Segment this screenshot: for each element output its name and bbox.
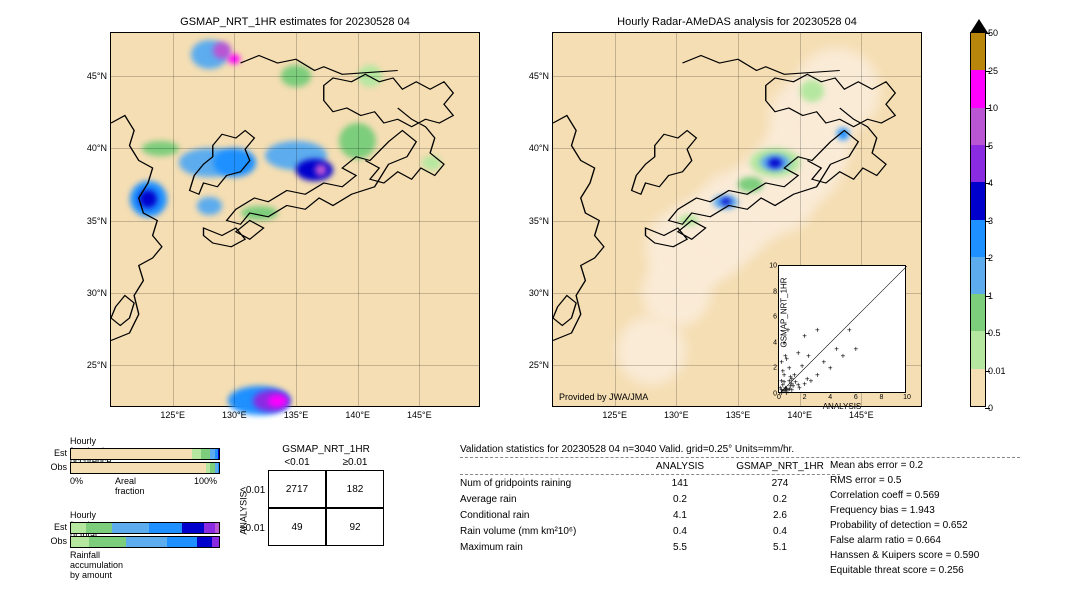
stats-score: False alarm ratio = 0.664 xyxy=(830,535,979,550)
scatter-point: + xyxy=(841,351,846,360)
hbar-bottom-label: Rainfall accumulation by amount xyxy=(70,550,123,580)
x-tick-label: 140°E xyxy=(787,410,812,420)
stats-score: Frequency bias = 1.943 xyxy=(830,505,979,520)
x-tick-label: 135°E xyxy=(284,410,309,420)
hbar-row xyxy=(70,448,220,460)
scatter-point: + xyxy=(784,355,789,364)
hbar-row-label: Est xyxy=(54,522,67,532)
scatter-point: + xyxy=(786,386,791,395)
hbar-row-label: Obs xyxy=(50,536,67,546)
scatter-point: + xyxy=(815,326,820,335)
colorbar-label: 3 xyxy=(988,216,993,226)
scatter-point: + xyxy=(853,345,858,354)
colorbar-segment xyxy=(971,294,985,331)
y-tick-label: 30°N xyxy=(87,288,107,298)
stats-score: Hanssen & Kuipers score = 0.590 xyxy=(830,550,979,565)
scatter-point: + xyxy=(802,332,807,341)
colorbar-segment xyxy=(971,331,985,368)
stats-score: Probability of detection = 0.652 xyxy=(830,520,979,535)
ct-cell: 2717 xyxy=(268,470,326,508)
ct-cell: 92 xyxy=(326,508,384,546)
scatter-point: + xyxy=(805,374,810,383)
x-tick-label: 140°E xyxy=(345,410,370,420)
colorbar-label: 50 xyxy=(988,28,998,38)
colorbar-segment xyxy=(971,70,985,107)
colorbar-label: 0 xyxy=(988,403,993,413)
ct-cell: 49 xyxy=(268,508,326,546)
scatter-point: + xyxy=(847,326,852,335)
ct-col-label: ≥0.01 xyxy=(326,457,384,468)
y-tick-label: 35°N xyxy=(529,216,549,226)
scatter-point: + xyxy=(821,358,826,367)
scatter-point: + xyxy=(828,364,833,373)
colorbar-label: 5 xyxy=(988,141,993,151)
x-tick-label: 130°E xyxy=(664,410,689,420)
scatter-point: + xyxy=(787,364,792,373)
scatter-xlabel: ANALYSIS xyxy=(779,402,905,411)
colorbar-label: 10 xyxy=(988,103,998,113)
y-tick-label: 40°N xyxy=(529,143,549,153)
y-tick-label: 25°N xyxy=(529,360,549,370)
scatter-point: + xyxy=(791,382,796,391)
validation-stats-scores: Mean abs error = 0.2RMS error = 0.5Corre… xyxy=(830,460,979,580)
x-tick-label: 145°E xyxy=(849,410,874,420)
scatter-plot: 00224466881010++++++++++++++++++++++++++… xyxy=(778,265,906,393)
hbar-row-label: Est xyxy=(54,448,67,458)
y-tick-label: 45°N xyxy=(87,71,107,81)
colorbar-segment xyxy=(971,257,985,294)
scatter-point: + xyxy=(834,345,839,354)
map-gsmap: 125°E130°E135°E140°E145°E25°N30°N35°N40°… xyxy=(110,32,480,407)
colorbar-label: 25 xyxy=(988,66,998,76)
scatter-point: + xyxy=(797,383,802,392)
scatter-point: + xyxy=(796,349,801,358)
ct-row-label: <0.01 xyxy=(240,485,265,496)
stats-header: Validation statistics for 20230528 04 n=… xyxy=(460,444,1020,455)
credit-text: Provided by JWA/JMA xyxy=(559,392,648,402)
stats-score: Equitable threat score = 0.256 xyxy=(830,565,979,580)
colorbar-segment xyxy=(971,108,985,145)
y-tick-label: 30°N xyxy=(529,288,549,298)
colorbar-label: 0.01 xyxy=(988,366,1006,376)
ct-row-label: ≥0.01 xyxy=(240,523,265,534)
colorbar-label: 1 xyxy=(988,291,993,301)
colorbar-segment xyxy=(971,369,985,406)
hbar-row xyxy=(70,536,220,548)
stats-score: Correlation coeff = 0.569 xyxy=(830,490,979,505)
y-tick-label: 25°N xyxy=(87,360,107,370)
scatter-point: + xyxy=(782,370,787,379)
scatter-point: + xyxy=(788,373,793,382)
y-tick-label: 40°N xyxy=(87,143,107,153)
colorbar-label: 2 xyxy=(988,253,993,263)
colorbar-segment xyxy=(971,182,985,219)
colorbar: 00.010.512345102550 xyxy=(970,32,986,407)
map-gsmap-title: GSMAP_NRT_1HR estimates for 20230528 04 xyxy=(110,16,480,28)
y-tick-label: 35°N xyxy=(87,216,107,226)
colorbar-segment xyxy=(971,33,985,70)
ct-header: GSMAP_NRT_1HR xyxy=(268,444,384,455)
map-radar-title: Hourly Radar-AMeDAS analysis for 2023052… xyxy=(552,16,922,28)
x-tick-label: 125°E xyxy=(602,410,627,420)
scatter-point: + xyxy=(806,351,811,360)
scatter-point: + xyxy=(815,370,820,379)
colorbar-label: 4 xyxy=(988,178,993,188)
colorbar-segment xyxy=(971,220,985,257)
scatter-point: + xyxy=(800,361,805,370)
y-tick-label: 45°N xyxy=(529,71,549,81)
x-tick-label: 135°E xyxy=(726,410,751,420)
hbar-row xyxy=(70,462,220,474)
colorbar-segment xyxy=(971,145,985,182)
stats-score: RMS error = 0.5 xyxy=(830,475,979,490)
ct-col-label: <0.01 xyxy=(268,457,326,468)
stats-score: Mean abs error = 0.2 xyxy=(830,460,979,475)
hbar-row xyxy=(70,522,220,534)
hbar-row-label: Obs xyxy=(50,462,67,472)
ct-cell: 182 xyxy=(326,470,384,508)
scatter-ylabel: GSMAP_NRT_1HR xyxy=(780,277,789,347)
colorbar-label: 0.5 xyxy=(988,328,1001,338)
x-tick-label: 145°E xyxy=(407,410,432,420)
x-tick-label: 130°E xyxy=(222,410,247,420)
x-tick-label: 125°E xyxy=(160,410,185,420)
